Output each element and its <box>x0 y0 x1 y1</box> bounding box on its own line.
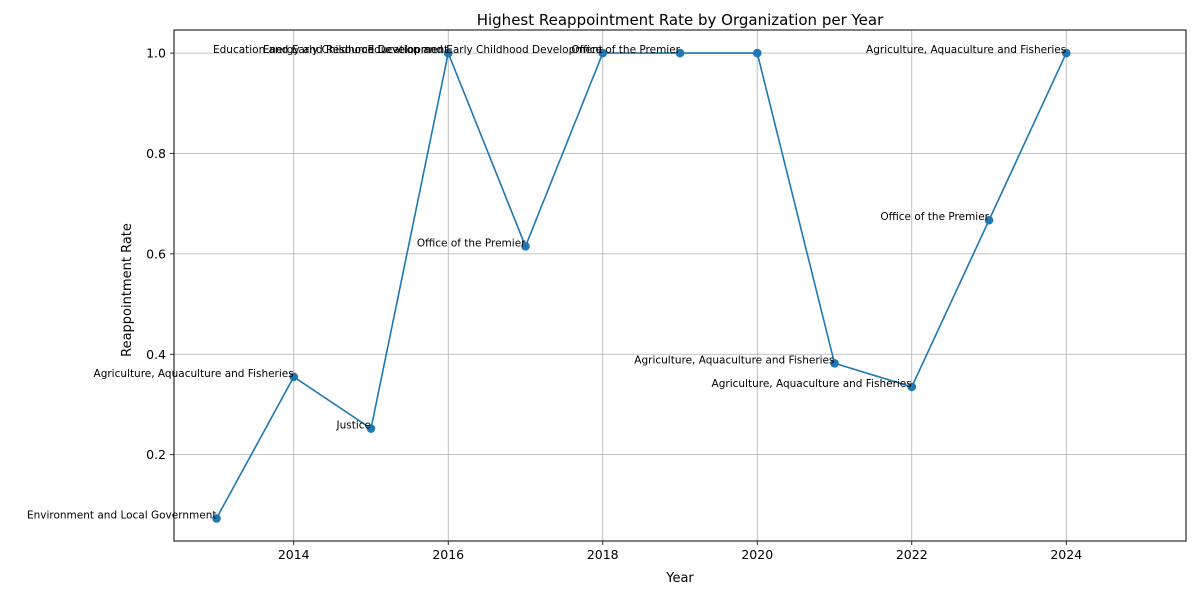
point-annotation: Education and Early Childhood Developmen… <box>367 44 602 56</box>
x-tick-label: 2016 <box>432 547 464 562</box>
x-tick-label: 2022 <box>896 547 928 562</box>
x-tick-label: 2014 <box>278 547 310 562</box>
x-ticks: 2014 2016 2018 2020 2022 2024 <box>278 541 1082 562</box>
point-annotation: Office of the Premier <box>880 211 989 223</box>
y-tick-label: 0.8 <box>146 146 166 161</box>
point-annotation: Energy and Resource Development <box>263 44 448 56</box>
y-axis-label: Reappointment Rate <box>120 223 135 357</box>
data-point <box>675 48 685 58</box>
y-tick-label: 0.6 <box>146 246 166 261</box>
point-annotation: Agriculture, Aquaculture and Fisheries <box>866 44 1066 56</box>
y-tick-label: 1.0 <box>146 46 166 61</box>
point-annotation: Agriculture, Aquaculture and Fisheries <box>634 354 834 366</box>
point-annotation: Office of the Premier <box>417 237 526 249</box>
plot-frame <box>173 29 1187 542</box>
y-tick-label: 0.4 <box>146 347 166 362</box>
point-annotation: Environment and Local Government <box>27 509 217 521</box>
point-annotation: Agriculture, Aquaculture and Fisheries <box>94 368 294 380</box>
data-point <box>366 424 376 433</box>
grid <box>174 30 1186 541</box>
series-line <box>215 50 1067 519</box>
data-point <box>521 242 530 251</box>
point-annotation: Education and Early Childhood Developmen… <box>213 44 448 56</box>
x-axis-label: Year <box>665 571 694 586</box>
x-tick-label: 2024 <box>1050 547 1082 562</box>
data-point <box>752 48 762 58</box>
data-point <box>289 372 299 382</box>
point-annotation: Office of the Premier <box>571 44 680 56</box>
y-tick-label: 0.2 <box>146 447 166 462</box>
x-tick-label: 2020 <box>741 547 773 562</box>
data-point <box>830 359 839 368</box>
data-point <box>984 215 994 225</box>
data-point <box>443 48 453 58</box>
point-annotation: Agriculture, Aquaculture and Fisheries <box>712 378 912 390</box>
point-annotation: Justice <box>335 420 371 432</box>
x-tick-label: 2018 <box>587 547 619 562</box>
plot-area <box>174 30 1186 541</box>
data-point <box>212 514 221 523</box>
y-ticks: 0.2 0.4 0.6 0.8 1.0 <box>146 46 174 462</box>
data-point <box>598 48 608 58</box>
series <box>212 48 1071 523</box>
chart-title: Highest Reappointment Rate by Organizati… <box>477 11 884 29</box>
annotations: Environment and Local Government Agricult… <box>27 44 1066 521</box>
data-point <box>907 382 917 392</box>
data-point <box>1061 48 1071 58</box>
